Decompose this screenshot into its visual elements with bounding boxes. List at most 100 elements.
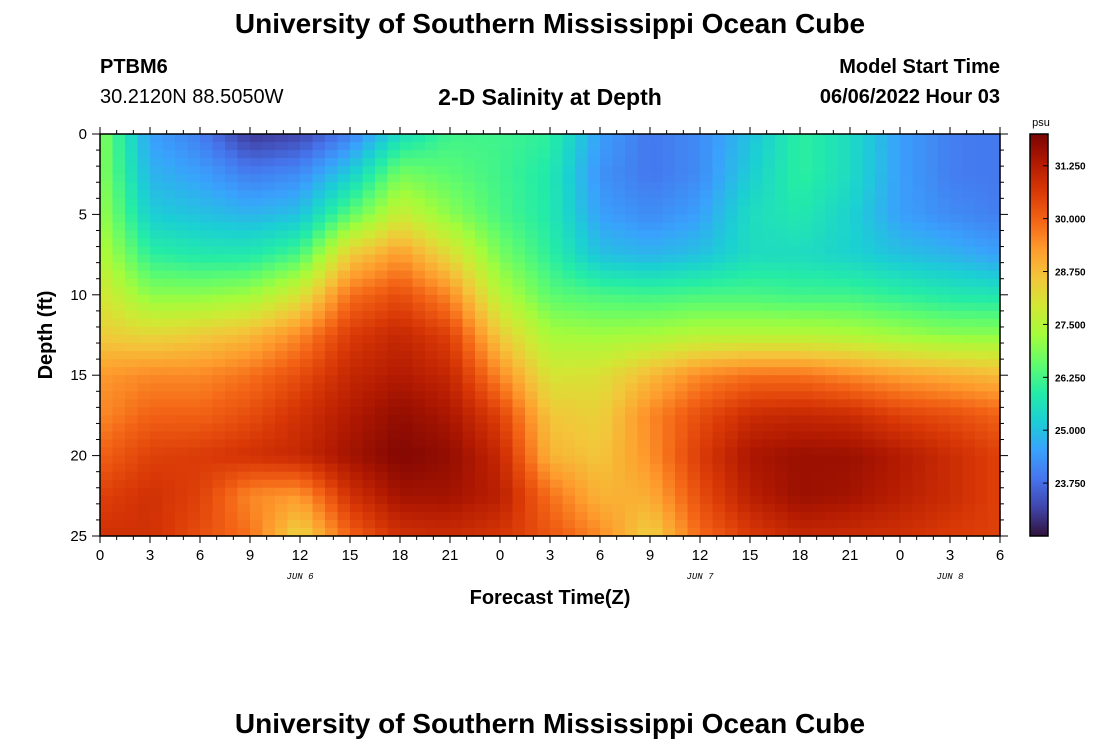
heatmap-cell <box>462 479 476 489</box>
heatmap-cell <box>275 142 289 151</box>
heatmap-cell <box>662 190 676 199</box>
heatmap-cell <box>687 471 701 481</box>
heatmap-cell <box>637 302 651 312</box>
heatmap-cell <box>725 238 739 248</box>
heatmap-cell <box>625 230 639 240</box>
heatmap-cell <box>137 238 151 248</box>
heatmap-cell <box>275 383 289 392</box>
heatmap-cell <box>887 174 901 183</box>
heatmap-cell <box>500 150 514 159</box>
heatmap-cell <box>650 206 664 215</box>
heatmap-cell <box>437 463 451 473</box>
heatmap-cell <box>587 495 601 505</box>
heatmap-cell <box>162 198 176 207</box>
heatmap-cell <box>400 214 414 224</box>
heatmap-cell <box>975 391 989 400</box>
heatmap-cell <box>987 294 1001 304</box>
heatmap-cell <box>775 230 789 240</box>
heatmap-cell <box>475 182 489 191</box>
heatmap-cell <box>800 158 814 167</box>
heatmap-cell <box>925 487 939 497</box>
heatmap-cell <box>562 214 576 224</box>
heatmap-cell <box>875 174 889 183</box>
heatmap-cell <box>200 214 214 224</box>
heatmap-cell <box>362 230 376 240</box>
heatmap-cell <box>875 527 889 537</box>
heatmap-cell <box>800 238 814 248</box>
heatmap-cell <box>275 527 289 537</box>
heatmap-cell <box>975 294 989 304</box>
heatmap-cell <box>287 158 301 167</box>
heatmap-cell <box>475 375 489 384</box>
heatmap-cell <box>375 383 389 392</box>
heatmap-cell <box>825 431 839 441</box>
heatmap-cell <box>375 431 389 441</box>
heatmap-cell <box>362 463 376 473</box>
heatmap-cell <box>425 487 439 497</box>
heatmap-cell <box>687 439 701 449</box>
x-tick-label: 0 <box>496 547 504 564</box>
heatmap-cell <box>850 423 864 433</box>
heatmap-cell <box>537 383 551 392</box>
heatmap-cell <box>575 359 589 368</box>
heatmap-cell <box>862 431 876 441</box>
heatmap-cell <box>862 206 876 215</box>
heatmap-cell <box>525 302 539 312</box>
heatmap-cell <box>900 198 914 207</box>
heatmap-cell <box>787 182 801 191</box>
heatmap-cell <box>225 326 239 336</box>
heatmap-cell <box>262 166 276 175</box>
heatmap-cell <box>962 134 976 143</box>
heatmap-cell <box>450 270 464 280</box>
heatmap-cell <box>437 166 451 175</box>
heatmap-cell <box>387 463 401 473</box>
heatmap-cell <box>950 415 964 425</box>
heatmap-cell <box>400 519 414 529</box>
heatmap-cell <box>787 270 801 280</box>
heatmap-cell <box>162 182 176 191</box>
heatmap-cell <box>600 495 614 505</box>
heatmap-cell <box>900 166 914 175</box>
heatmap-cell <box>300 142 314 151</box>
heatmap-cell <box>800 230 814 240</box>
heatmap-cell <box>487 326 501 336</box>
heatmap-cell <box>450 134 464 143</box>
heatmap-cell <box>650 367 664 376</box>
heatmap-cell <box>862 270 876 280</box>
heatmap-cell <box>125 527 139 537</box>
heatmap-cell <box>275 343 289 352</box>
heatmap-cell <box>825 150 839 159</box>
heatmap-cell <box>312 190 326 199</box>
heatmap-cell <box>300 222 314 232</box>
heatmap-cell <box>575 222 589 232</box>
heatmap-cell <box>612 527 626 537</box>
heatmap-cell <box>262 431 276 441</box>
heatmap-cell <box>637 415 651 425</box>
heatmap-cell <box>125 174 139 183</box>
heatmap-cell <box>700 206 714 215</box>
heatmap-cell <box>337 431 351 441</box>
y-axis-label: Depth (ft) <box>35 291 57 380</box>
heatmap-cell <box>312 270 326 280</box>
heatmap-cell <box>787 367 801 376</box>
heatmap-cell <box>225 134 239 143</box>
heatmap-cell <box>925 326 939 336</box>
heatmap-cell <box>100 302 114 312</box>
heatmap-cell <box>450 391 464 400</box>
heatmap-cell <box>625 190 639 199</box>
heatmap-cell <box>675 238 689 248</box>
heatmap-cell <box>262 351 276 360</box>
heatmap-cell <box>775 479 789 489</box>
heatmap-cell <box>887 439 901 449</box>
heatmap-cell <box>112 487 126 497</box>
heatmap-cell <box>962 511 976 521</box>
heatmap-cell <box>875 190 889 199</box>
heatmap-cell <box>875 407 889 416</box>
heatmap-cell <box>512 142 526 151</box>
heatmap-cell <box>212 351 226 360</box>
heatmap-cell <box>850 246 864 256</box>
heatmap-cell <box>837 519 851 529</box>
heatmap-cell <box>962 190 976 199</box>
heatmap-cell <box>250 222 264 232</box>
heatmap-cell <box>525 519 539 529</box>
